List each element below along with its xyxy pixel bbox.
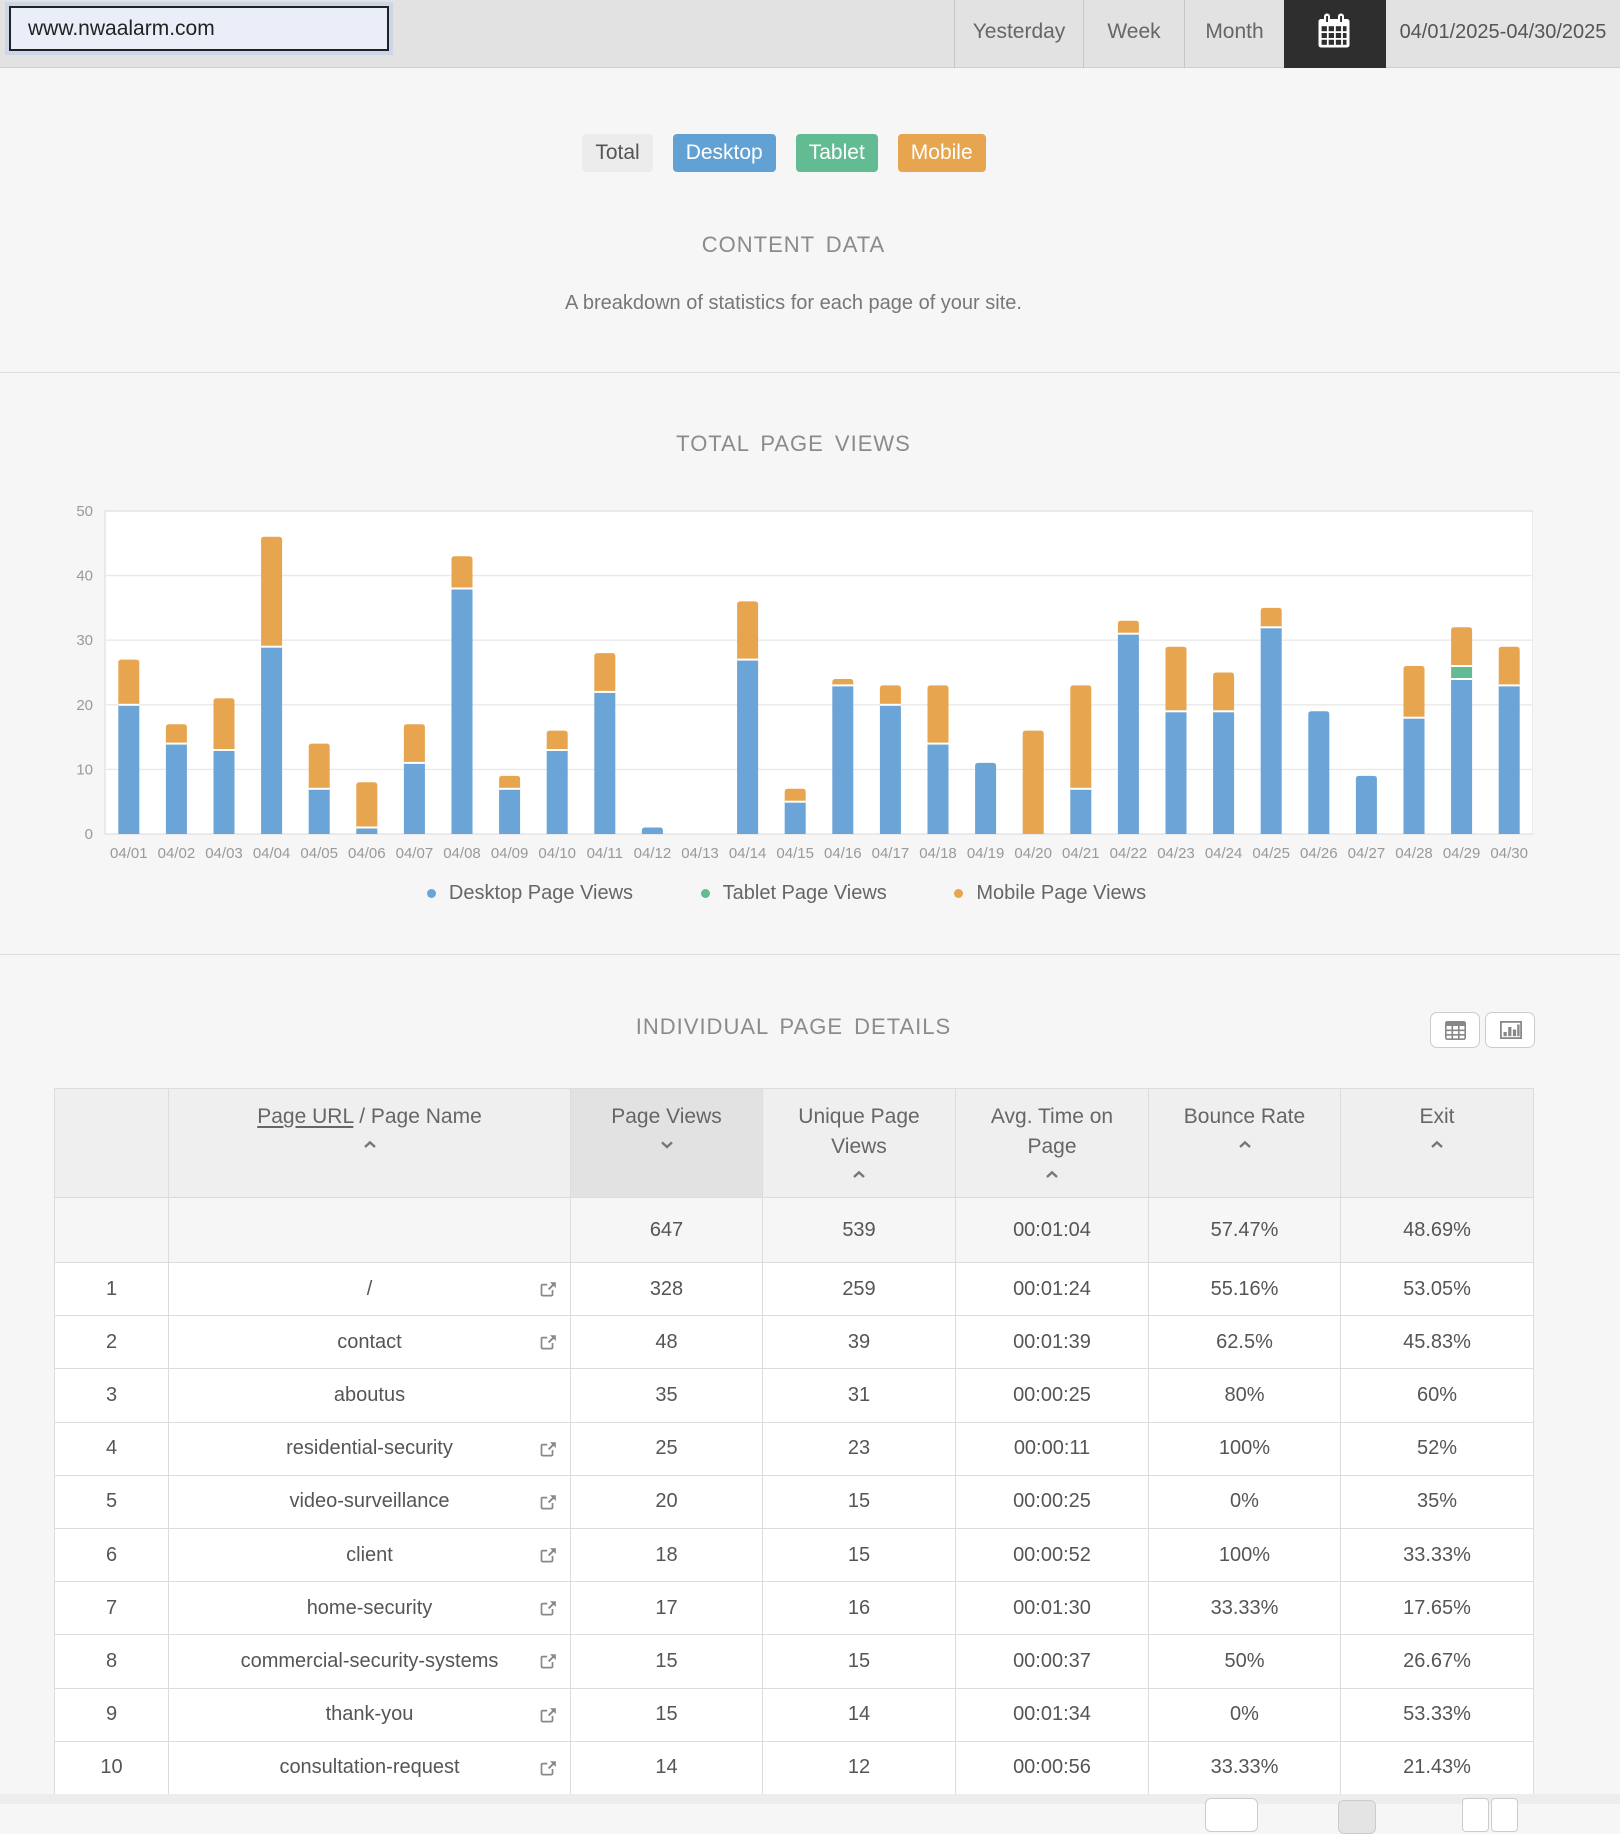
svg-text:04/26: 04/26	[1300, 845, 1338, 862]
svg-text:04/02: 04/02	[158, 845, 196, 862]
svg-text:04/17: 04/17	[872, 845, 910, 862]
svg-text:04/22: 04/22	[1110, 845, 1148, 862]
svg-text:04/05: 04/05	[300, 845, 338, 862]
svg-text:04/30: 04/30	[1490, 845, 1528, 862]
svg-text:04/25: 04/25	[1252, 845, 1290, 862]
svg-text:04/01: 04/01	[110, 845, 148, 862]
svg-text:10: 10	[76, 761, 93, 778]
svg-text:04/08: 04/08	[443, 845, 481, 862]
svg-text:0: 0	[85, 826, 93, 843]
svg-text:04/18: 04/18	[919, 845, 957, 862]
svg-text:20: 20	[76, 697, 93, 714]
svg-text:04/09: 04/09	[491, 845, 529, 862]
svg-text:04/12: 04/12	[634, 845, 672, 862]
svg-text:04/21: 04/21	[1062, 845, 1100, 862]
svg-text:04/04: 04/04	[253, 845, 291, 862]
svg-text:04/29: 04/29	[1443, 845, 1481, 862]
svg-text:04/16: 04/16	[824, 845, 862, 862]
svg-text:04/06: 04/06	[348, 845, 386, 862]
svg-text:50: 50	[76, 503, 93, 520]
svg-text:04/19: 04/19	[967, 845, 1005, 862]
svg-text:04/24: 04/24	[1205, 845, 1243, 862]
svg-text:04/15: 04/15	[776, 845, 814, 862]
svg-text:04/20: 04/20	[1014, 845, 1052, 862]
svg-text:04/13: 04/13	[681, 845, 719, 862]
svg-text:04/11: 04/11	[587, 845, 623, 862]
svg-text:04/28: 04/28	[1395, 845, 1433, 862]
svg-text:04/14: 04/14	[729, 845, 767, 862]
svg-text:04/03: 04/03	[205, 845, 243, 862]
svg-text:40: 40	[76, 568, 93, 585]
svg-text:30: 30	[76, 632, 93, 649]
svg-text:04/23: 04/23	[1157, 845, 1195, 862]
svg-text:04/27: 04/27	[1348, 845, 1386, 862]
svg-text:04/07: 04/07	[396, 845, 434, 862]
svg-text:04/10: 04/10	[538, 845, 576, 862]
